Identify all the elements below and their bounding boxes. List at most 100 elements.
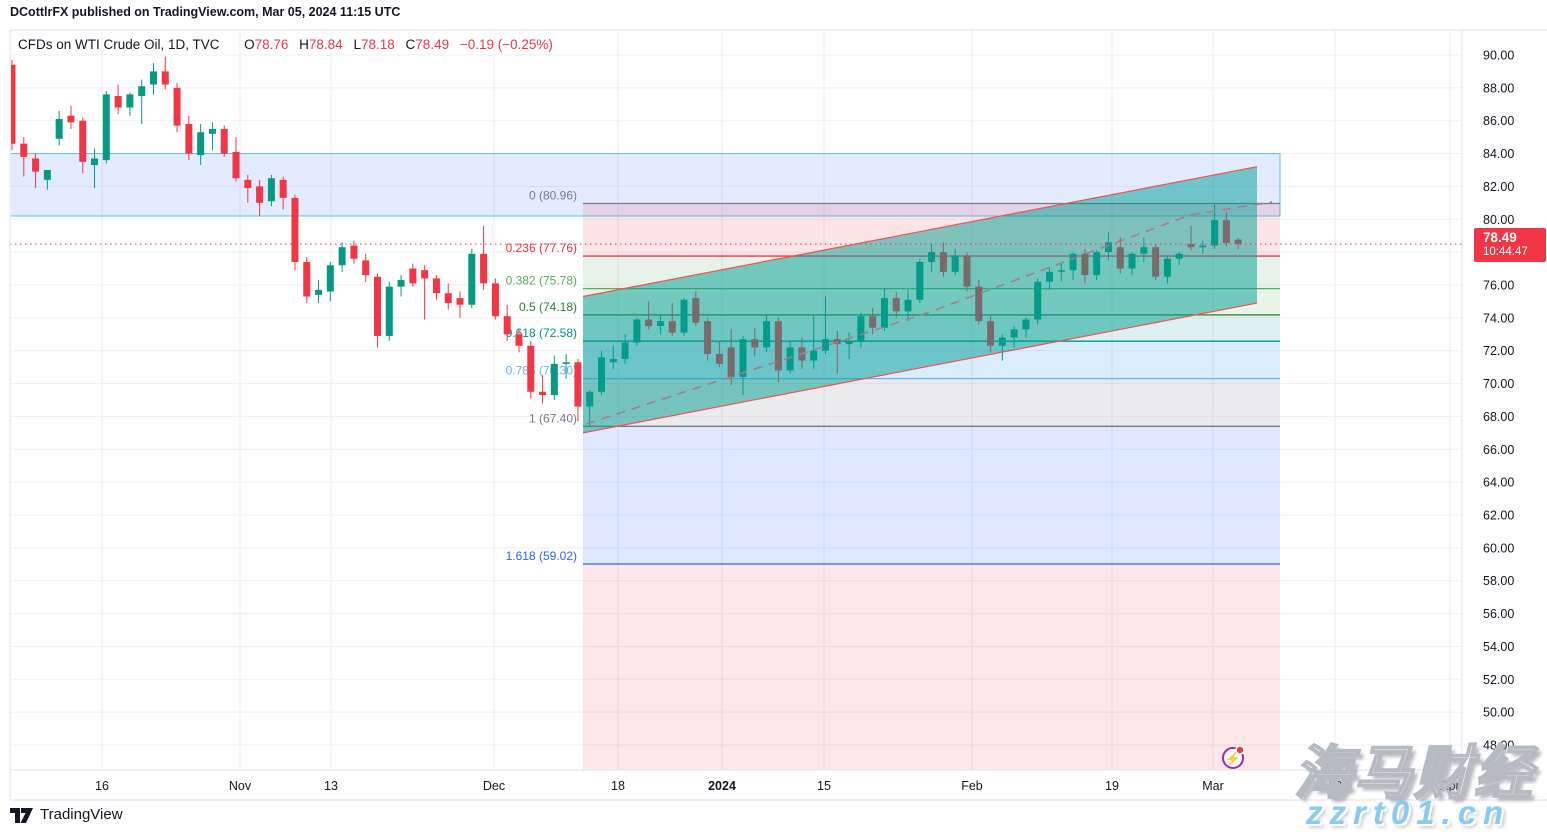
tradingview-logo-text: TradingView — [40, 806, 123, 823]
candle-down — [244, 179, 252, 189]
candle-down — [491, 283, 499, 317]
price-tick-label: 90.00 — [1483, 48, 1514, 62]
time-tick-label: 16 — [95, 779, 109, 793]
candle-down — [32, 158, 40, 172]
candle-down — [503, 316, 511, 335]
candle-up — [43, 169, 51, 180]
lightning-glyph: ⚡ — [1225, 751, 1241, 767]
open-value: 78.76 — [254, 37, 289, 52]
price-tick-label: 62.00 — [1483, 509, 1514, 523]
fib-level-label: 0.786 (70.30) — [506, 364, 577, 378]
price-tick-label: 66.00 — [1483, 443, 1514, 457]
symbol-legend[interactable]: CFDs on WTI Crude Oil, 1D, TVC O78.76 H7… — [18, 37, 553, 52]
price-tick-label: 68.00 — [1483, 410, 1514, 424]
candle-up — [267, 178, 275, 202]
price-tick-label: 64.00 — [1483, 476, 1514, 490]
candle-down — [421, 270, 429, 279]
candle-down — [515, 334, 523, 346]
candle-up — [55, 119, 63, 139]
candle-up — [91, 158, 99, 166]
low-value: 78.18 — [360, 37, 395, 52]
close-label: C — [405, 37, 416, 52]
candle-down — [291, 197, 299, 262]
watermark-site: zzrt01.cn — [1306, 794, 1511, 831]
high-value: 78.84 — [308, 37, 343, 52]
candle-up — [562, 362, 570, 364]
candle-down — [527, 345, 535, 392]
candle-down — [173, 87, 181, 126]
time-tick-label: 13 — [324, 779, 338, 793]
fib-level-label: 0.618 (72.58) — [506, 326, 577, 340]
candle-down — [444, 293, 452, 304]
price-tick-label: 74.00 — [1483, 311, 1514, 325]
price-tick-label: 80.00 — [1483, 213, 1514, 227]
time-tick-label: Dec — [483, 779, 505, 793]
low-label: L — [353, 37, 361, 52]
candle-down — [373, 276, 381, 336]
time-tick-label: 19 — [1105, 779, 1119, 793]
channel-bottom-border — [582, 302, 1258, 434]
change-value: −0.19 (−0.25%) — [459, 37, 553, 52]
candle-down — [185, 123, 193, 154]
time-tick-label: 18 — [1328, 779, 1342, 793]
publish-header: DCottlrFX published on TradingView.com, … — [10, 5, 401, 19]
candle-down — [539, 391, 547, 396]
tradingview-attribution[interactable]: TradingView — [10, 806, 123, 823]
candle-down — [303, 261, 311, 297]
price-tick-label: 60.00 — [1483, 541, 1514, 555]
price-tick-label: 50.00 — [1483, 706, 1514, 720]
price-tick-label: 58.00 — [1483, 574, 1514, 588]
high-label: H — [299, 37, 309, 52]
economic-event-icon[interactable]: ⚡ — [1221, 745, 1247, 771]
fib-level-label: 0.382 (75.78) — [506, 274, 577, 288]
candle-up — [397, 280, 405, 287]
candle-up — [315, 289, 323, 295]
fib-level-label: 0.5 (74.18) — [519, 300, 577, 314]
fib-level-label: 1 (67.40) — [529, 411, 577, 425]
open-label: O — [244, 37, 255, 52]
price-tick-label: 56.00 — [1483, 607, 1514, 621]
price-axis[interactable]: 90.00 88.00 86.00 84.00 82.00 80.00 76.00 74.00… — [1483, 48, 1514, 752]
price-tick-label: 70.00 — [1483, 377, 1514, 391]
channel-fill — [583, 166, 1257, 433]
candle-down — [279, 179, 287, 198]
candle-up — [338, 247, 346, 266]
candle-down — [161, 71, 169, 85]
candle-down — [67, 115, 75, 123]
time-tick-label: Nov — [229, 779, 252, 793]
time-tick-label: 15 — [817, 779, 831, 793]
candle-down — [480, 253, 488, 284]
plot-layer: 0 (80.96) 0.236 (77.76) 0.382 (75.78) 0.5 (… — [11, 56, 1281, 770]
candle-up — [550, 363, 558, 396]
price-tick-label: 86.00 — [1483, 114, 1514, 128]
fib-zone — [583, 426, 1280, 564]
price-tick-label: 84.00 — [1483, 147, 1514, 161]
watermark-title: 海马财经 — [1293, 740, 1535, 807]
candle-up — [326, 265, 334, 292]
fib-zone — [583, 563, 1280, 770]
price-tick-label: 54.00 — [1483, 640, 1514, 654]
parallel-channel-drawing[interactable] — [582, 166, 1258, 434]
candle-up — [468, 253, 476, 305]
time-axis[interactable]: 16 Nov 13 Dec 18 2024 15 Feb 19 Mar 18 Apr — [95, 779, 1460, 793]
bar-countdown: 10:44:47 — [1483, 246, 1528, 258]
time-tick-label: Apr — [1440, 779, 1459, 793]
fib-level-label: 0 (80.96) — [529, 188, 577, 202]
candle-down — [409, 268, 417, 284]
candle-down — [350, 245, 358, 259]
candle-down — [232, 151, 240, 179]
price-tick-label: 72.00 — [1483, 344, 1514, 358]
candle-up — [102, 94, 110, 161]
candle-down — [456, 298, 464, 305]
candle-down — [11, 64, 16, 144]
candle-up — [149, 71, 157, 85]
candle-up — [126, 94, 134, 108]
close-value: 78.49 — [415, 37, 450, 52]
dashed-trendline[interactable] — [585, 201, 1273, 425]
symbol-title[interactable]: CFDs on WTI Crude Oil, 1D, TVC — [18, 37, 220, 52]
candle-down — [79, 120, 87, 162]
fib-level-label: 1.618 (59.02) — [506, 549, 577, 563]
event-alert-dot — [1235, 745, 1245, 755]
